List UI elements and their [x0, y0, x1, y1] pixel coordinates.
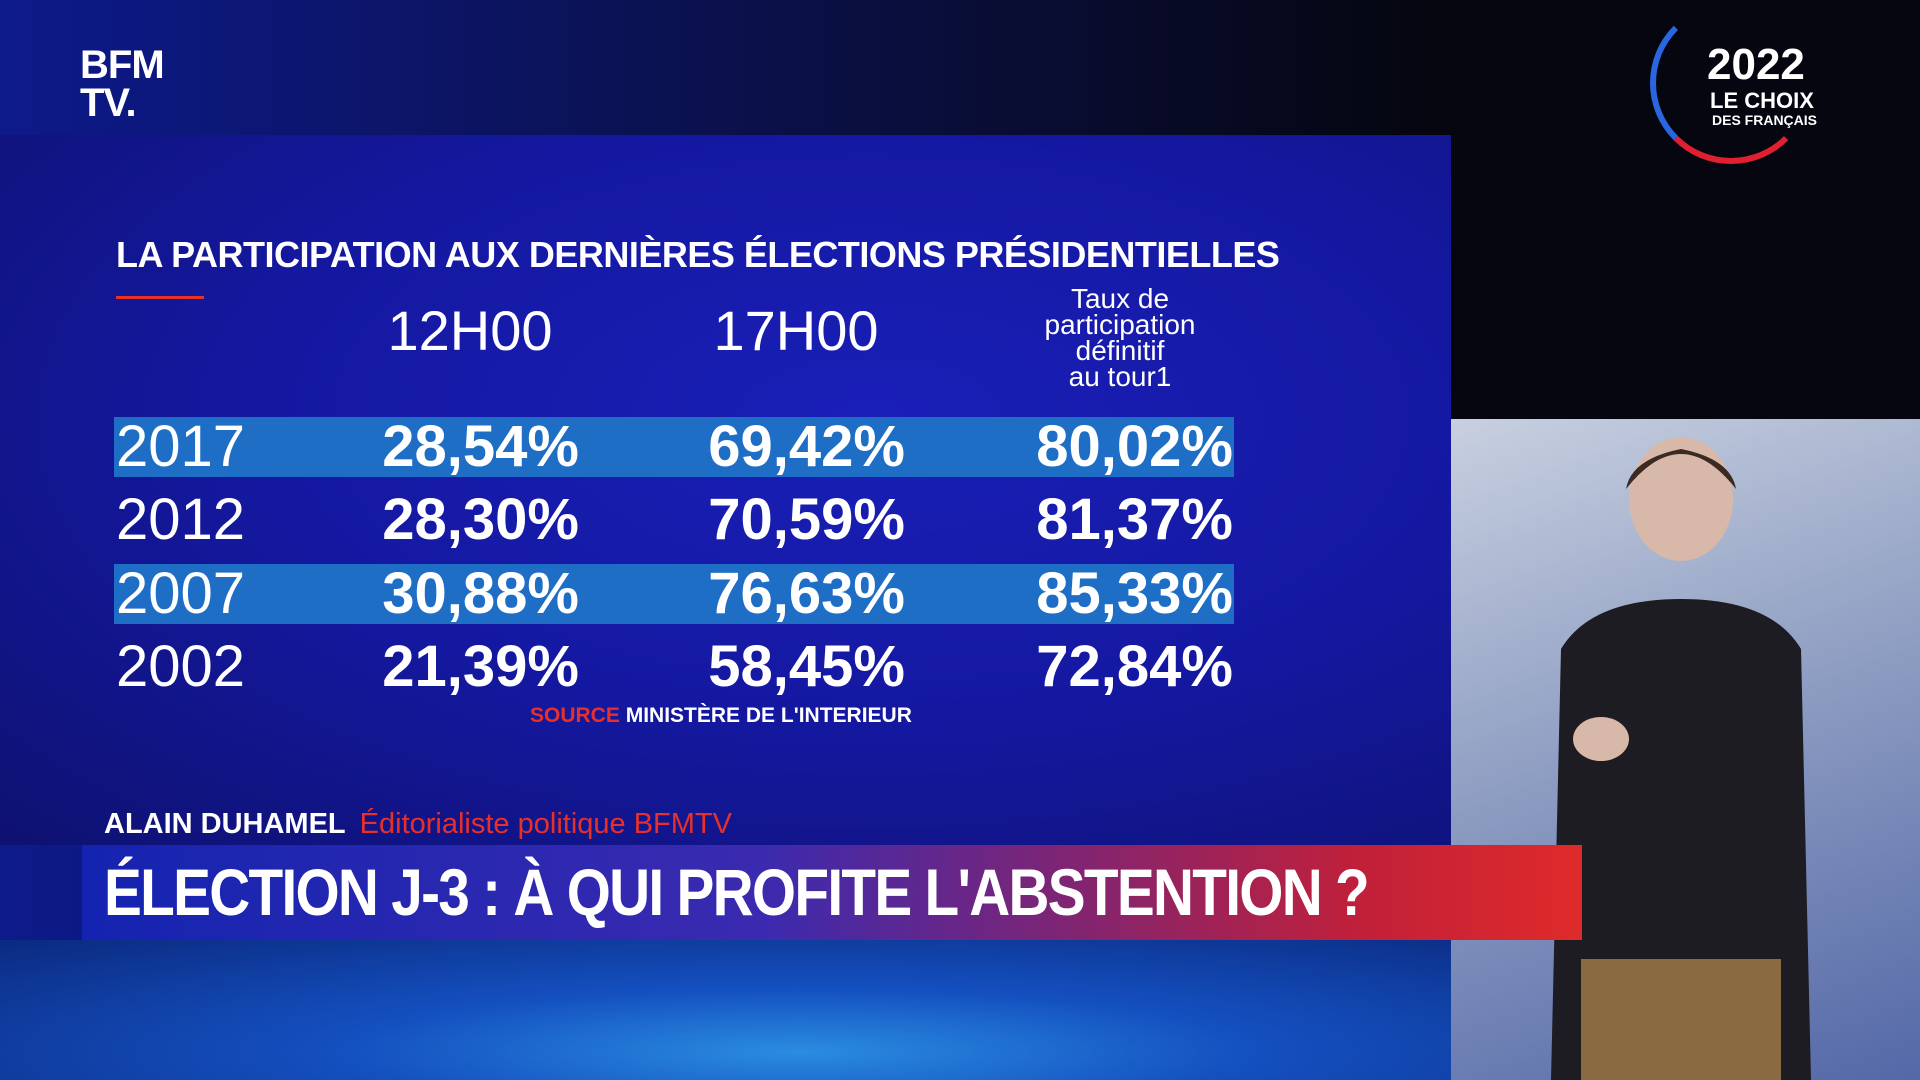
- table-row: 2002 21,39% 58,45% 72,84%: [114, 637, 1234, 697]
- row-year: 2002: [116, 634, 246, 699]
- row-value: 81,37%: [1036, 487, 1233, 552]
- row-value: 80,02%: [1036, 414, 1233, 479]
- speaker-caption: ALAIN DUHAMEL Éditorialiste politique BFM…: [104, 808, 732, 841]
- row-value: 21,39%: [382, 634, 579, 699]
- column-header: 12H00: [387, 299, 553, 362]
- row-value: 69,42%: [708, 414, 905, 479]
- column-header: 17H00: [713, 299, 879, 362]
- title-underline: [116, 296, 204, 299]
- interpreter-figure: [1551, 437, 1811, 1080]
- speaker-role: Éditorialiste politique BFMTV: [359, 808, 732, 840]
- column-header-line: définitif: [1075, 335, 1165, 366]
- source-label: SOURCE: [530, 704, 620, 727]
- graphic-panel: [0, 135, 1451, 845]
- badge-text: LE CHOIX: [1710, 88, 1814, 113]
- row-value: 76,63%: [708, 561, 905, 626]
- table-title: LA PARTICIPATION AUX DERNIÈRES ÉLECTIONS…: [116, 234, 1280, 275]
- background-graphic: [0, 940, 1451, 1080]
- row-value: 28,30%: [382, 487, 579, 552]
- row-value: 85,33%: [1036, 561, 1233, 626]
- speaker-name: ALAIN DUHAMEL: [104, 808, 346, 840]
- column-header: Taux de participation définitif au tour1: [990, 283, 1250, 392]
- logo-text: TV.: [80, 81, 137, 125]
- channel-logo: BFM TV.: [80, 43, 165, 125]
- row-value: 28,54%: [382, 414, 579, 479]
- source-note: SOURCE MINISTÈRE DE L'INTERIEUR: [530, 704, 912, 728]
- source-text: MINISTÈRE DE L'INTERIEUR: [625, 704, 912, 727]
- row-year: 2012: [116, 487, 246, 552]
- interpreter-video: [1451, 419, 1920, 1080]
- column-header-line: Taux de: [1070, 283, 1170, 314]
- badge-year: 2022: [1707, 40, 1805, 89]
- row-value: 58,45%: [708, 634, 905, 699]
- badge-ring: [1650, 2, 1812, 164]
- row-year: 2007: [116, 561, 246, 626]
- election-badge: 2022 LE CHOIX DES FRANÇAIS: [1650, 0, 1840, 164]
- row-value: 70,59%: [708, 487, 905, 552]
- table-row: 2012 28,30% 70,59% 81,37%: [114, 490, 1234, 550]
- row-value: 72,84%: [1036, 634, 1233, 699]
- table-row: 2017 28,54% 69,42% 80,02%: [114, 417, 1234, 477]
- row-year: 2017: [116, 414, 246, 479]
- column-header-line: au tour1: [1068, 361, 1172, 392]
- badge-text: DES FRANÇAIS: [1712, 112, 1818, 128]
- headline-bar: [82, 845, 1582, 940]
- column-header-line: participation: [1044, 309, 1196, 340]
- table-row: 2007 30,88% 76,63% 85,33%: [114, 564, 1234, 624]
- headline: ÉLECTION J-3 : À QUI PROFITE L'ABSTENTIO…: [104, 855, 1370, 929]
- logo-text: BFM: [80, 43, 165, 87]
- row-value: 30,88%: [382, 561, 579, 626]
